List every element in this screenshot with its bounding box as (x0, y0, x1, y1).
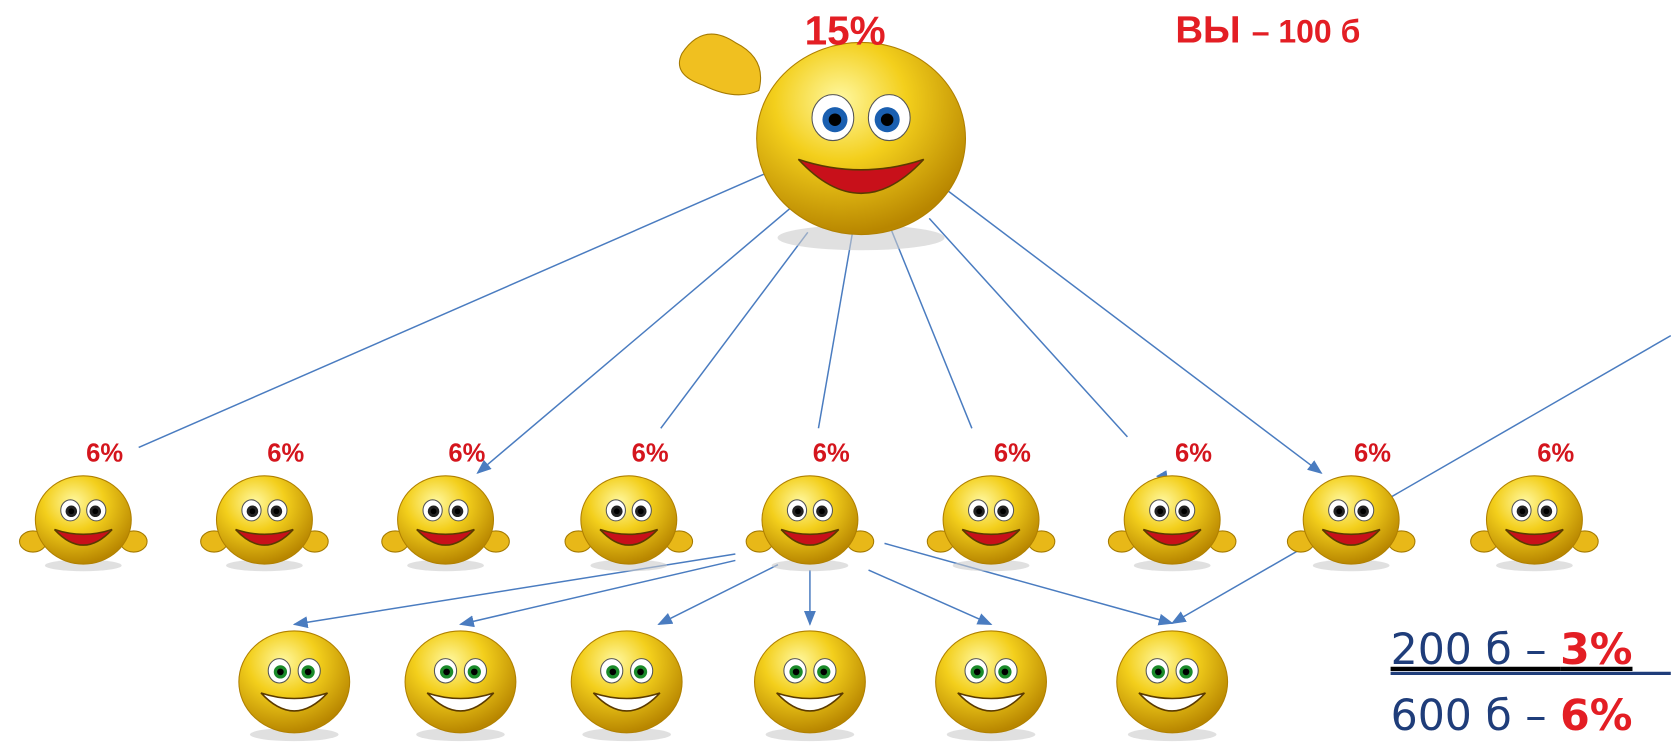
level1-percent: 6% (632, 439, 669, 467)
pupil-core (637, 669, 644, 676)
pupil-core (610, 669, 617, 676)
you-label: ВЫ – 100 б (1175, 9, 1360, 52)
legend-percent: 6% (1560, 691, 1632, 741)
smiley (565, 476, 693, 571)
smiley (1117, 631, 1228, 741)
face (581, 476, 677, 564)
pupil-core (1520, 508, 1526, 514)
face (1117, 631, 1228, 733)
smiley (757, 42, 966, 250)
pupil-core (443, 669, 450, 676)
smiley (1108, 476, 1236, 571)
level1-percent: 6% (813, 439, 850, 467)
pupil-core (638, 508, 644, 514)
level1-percent: 6% (994, 439, 1031, 467)
pupil-core (614, 508, 620, 514)
pupil-core (820, 669, 827, 676)
pupil-core (277, 669, 284, 676)
smiley (382, 476, 510, 571)
pupil-core (793, 669, 800, 676)
face (1486, 476, 1582, 564)
pupil-core (68, 508, 74, 514)
smiley (201, 476, 329, 571)
smiley (239, 631, 350, 741)
pupil-core (1157, 508, 1163, 514)
pupil-core (305, 669, 312, 676)
legend-amount: 600 б – (1391, 691, 1561, 741)
pupil-core (1000, 508, 1006, 514)
legend-row: 600 б – 6% (1391, 691, 1633, 741)
pupil-core (274, 508, 280, 514)
smiley (746, 476, 874, 571)
smiley (1287, 476, 1415, 571)
pupil-core (1360, 508, 1366, 514)
you-name: ВЫ (1175, 9, 1240, 52)
legend-percent: 3% (1560, 625, 1632, 675)
smileys (20, 34, 1599, 741)
face (216, 476, 312, 564)
pupil-core (1183, 669, 1190, 676)
legend-row: 200 б – 3% (1391, 625, 1633, 675)
smiley (927, 476, 1055, 571)
face (398, 476, 494, 564)
hand (679, 34, 760, 95)
smiley (755, 631, 866, 741)
smiley (405, 631, 516, 741)
face (35, 476, 131, 564)
smiley (1471, 476, 1599, 571)
page: 15% ВЫ – 100 б 6% 6% 6% 6% 6% 6% 6% 6% 6% 200 б … (0, 0, 1671, 749)
face (757, 42, 966, 234)
smiley (936, 631, 1047, 741)
face (1124, 476, 1220, 564)
pupil-core (1002, 669, 1009, 676)
pupil-core (819, 508, 825, 514)
level1-percent: 6% (448, 439, 485, 467)
smiley (571, 631, 682, 741)
face (571, 631, 682, 733)
pupil-core (431, 508, 437, 514)
level1-percent: 6% (86, 439, 123, 467)
face (943, 476, 1039, 564)
pupil-core (881, 113, 894, 126)
face (1303, 476, 1399, 564)
level1-percent: 6% (1175, 439, 1212, 467)
pupil-core (1336, 508, 1342, 514)
level1-percent: 6% (267, 439, 304, 467)
pupil-core (974, 669, 981, 676)
pupil-core (795, 508, 801, 514)
pupil-core (92, 508, 98, 514)
face (405, 631, 516, 733)
pupil-core (455, 508, 461, 514)
level1-percent: 6% (1354, 439, 1391, 467)
face (936, 631, 1047, 733)
face (762, 476, 858, 564)
you-amount: – 100 б (1252, 14, 1361, 50)
smiley (20, 476, 148, 571)
pupil-core (829, 113, 842, 126)
face (239, 631, 350, 733)
pupil-core (1181, 508, 1187, 514)
level1-percent: 6% (1537, 439, 1574, 467)
pupil-core (1544, 508, 1550, 514)
pupil-core (471, 669, 478, 676)
pupil-core (976, 508, 982, 514)
level1-labels: 6% 6% 6% 6% 6% 6% 6% 6% 6% (86, 439, 1574, 467)
pupil-core (250, 508, 256, 514)
face (755, 631, 866, 733)
pupil-core (1155, 669, 1162, 676)
diagram: 15% ВЫ – 100 б 6% 6% 6% 6% 6% 6% 6% 6% 6% 200 б … (0, 0, 1671, 749)
legend-amount: 200 б – (1391, 625, 1561, 675)
top-percent: 15% (805, 8, 886, 54)
